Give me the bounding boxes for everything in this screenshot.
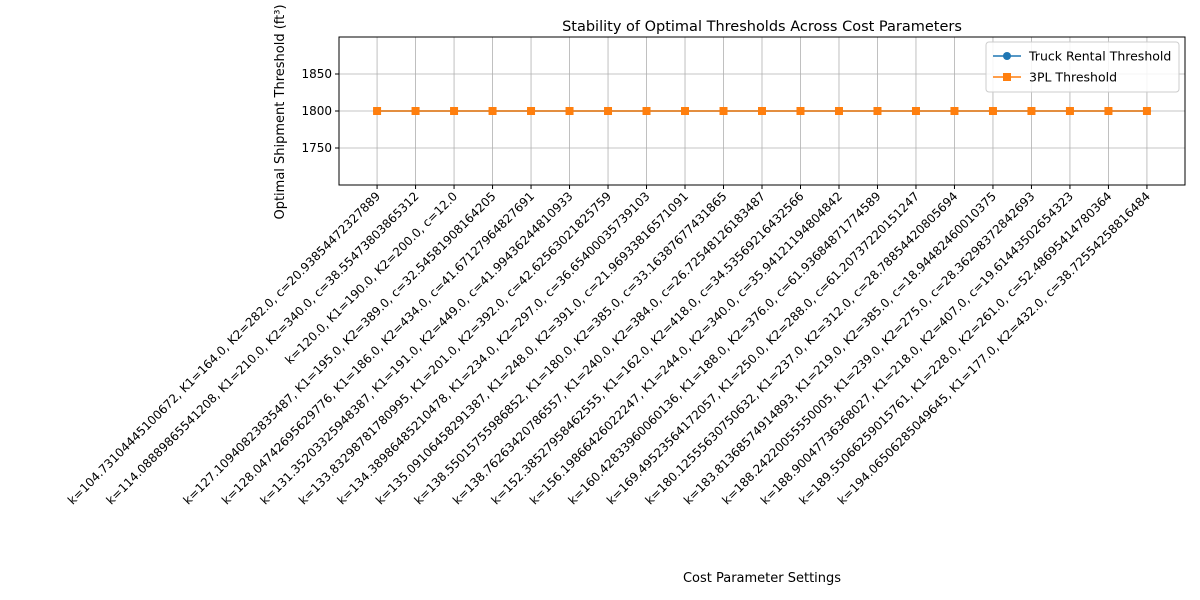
- data-point: [604, 107, 613, 115]
- data-point: [911, 107, 920, 115]
- y-axis: 1750 1800 1850: [301, 67, 339, 155]
- y-axis-label: Optimal Shipment Threshold (ft³): [273, 4, 288, 219]
- data-point: [642, 107, 651, 115]
- data-point: [1104, 107, 1113, 115]
- chart-title: Stability of Optimal Thresholds Across C…: [562, 19, 962, 35]
- data-point: [565, 107, 574, 115]
- data-point: [834, 107, 843, 115]
- y-tick-label: 1800: [301, 104, 332, 118]
- data-point: [1027, 107, 1036, 115]
- data-point: [873, 107, 882, 115]
- legend-label-1: 3PL Threshold: [1029, 70, 1117, 85]
- legend-label-0: Truck Rental Threshold: [1028, 49, 1171, 64]
- data-point: [719, 107, 728, 115]
- legend-marker-0: [1003, 52, 1011, 60]
- data-point: [373, 107, 382, 115]
- x-axis-label: Cost Parameter Settings: [683, 571, 841, 586]
- data-point: [527, 107, 536, 115]
- data-point: [450, 107, 459, 115]
- x-axis: k=104.73104445100672, K1=164.0, K2=282.0…: [65, 185, 1153, 507]
- legend-marker-1: [1003, 73, 1011, 81]
- data-point: [988, 107, 997, 115]
- data-point: [488, 107, 497, 115]
- data-point: [758, 107, 766, 115]
- data-point: [1065, 107, 1074, 115]
- y-tick-label: 1750: [301, 141, 332, 155]
- series-layer: [373, 107, 1151, 115]
- y-tick-label: 1850: [301, 67, 332, 81]
- data-point: [1142, 107, 1151, 115]
- legend: Truck Rental Threshold 3PL Threshold: [985, 41, 1180, 93]
- data-point: [411, 107, 420, 115]
- data-point: [796, 107, 805, 115]
- data-point: [681, 107, 690, 115]
- legend-frame: [985, 41, 1180, 93]
- data-point: [950, 107, 959, 115]
